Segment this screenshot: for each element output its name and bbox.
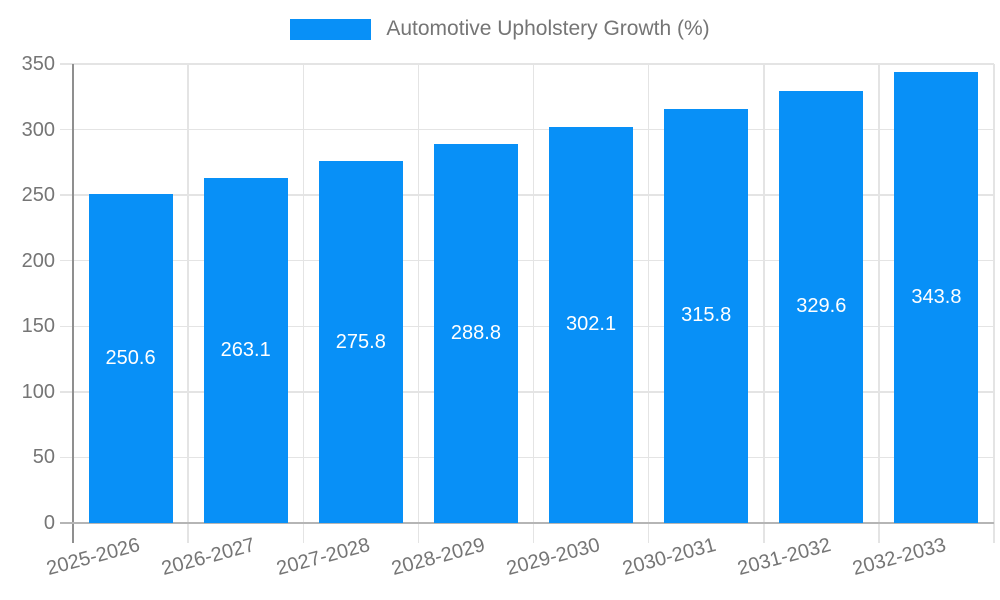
bar-value-label: 288.8 (450, 322, 501, 345)
bar[interactable]: 315.8 (664, 108, 749, 523)
x-tick-wrap: 2032-2033 (682, 534, 948, 580)
gridline-horizontal (60, 194, 994, 196)
y-tick-label: 350 (21, 53, 55, 75)
gridline-vertical (647, 64, 650, 523)
gridline-vertical (417, 64, 420, 523)
gridline-vertical (302, 64, 304, 523)
x-axis-line (60, 522, 994, 524)
bar[interactable]: 302.1 (549, 126, 634, 523)
y-tick-label: 0 (43, 512, 55, 534)
y-tick-label: 150 (21, 315, 55, 338)
gridline-vertical (532, 64, 535, 523)
chart-legend: Automotive Upholstery Growth (%) (0, 17, 1000, 41)
gridline-vertical (878, 64, 880, 523)
bar-value-label: 263.1 (220, 338, 271, 361)
y-tick-label: 50 (32, 446, 55, 469)
gridline-vertical (763, 64, 765, 523)
y-tick-label: 250 (21, 184, 55, 207)
y-axis-line (72, 64, 74, 543)
bar[interactable]: 329.6 (779, 90, 864, 523)
gridline-vertical (993, 64, 995, 523)
bar-value-label: 250.6 (105, 347, 156, 370)
bar[interactable]: 288.8 (433, 144, 518, 523)
bar[interactable]: 275.8 (318, 161, 403, 523)
bar-value-label: 343.8 (911, 286, 962, 309)
gridline-horizontal (60, 63, 994, 65)
gridline-horizontal (60, 391, 994, 393)
y-tick-label: 200 (21, 249, 55, 272)
bar[interactable]: 263.1 (203, 177, 288, 523)
x-axis-tick (532, 523, 535, 543)
bar-value-label: 275.8 (335, 330, 386, 353)
gridline-horizontal (60, 259, 994, 262)
x-axis-tick (647, 523, 650, 543)
bar-value-label: 329.6 (796, 295, 847, 318)
gridline-horizontal (60, 456, 994, 459)
legend-swatch-icon (290, 18, 372, 40)
x-axis-tick (417, 523, 420, 543)
gridline-horizontal (60, 128, 994, 131)
bar-value-label: 302.1 (566, 313, 617, 336)
bar-value-label: 315.8 (681, 304, 732, 327)
bar[interactable]: 250.6 (88, 194, 173, 523)
x-tick-label: 2032-2033 (850, 534, 949, 581)
x-axis-tick (993, 523, 995, 543)
bar[interactable]: 343.8 (894, 72, 979, 523)
x-axis-tick (187, 523, 189, 543)
gridline-vertical (187, 64, 189, 523)
x-axis-tick (878, 523, 880, 543)
y-tick-label: 300 (21, 118, 55, 141)
legend-label: Automotive Upholstery Growth (%) (386, 17, 710, 40)
y-tick-label: 100 (21, 380, 55, 403)
legend-item[interactable]: Automotive Upholstery Growth (%) (290, 17, 710, 41)
gridline-horizontal (60, 325, 994, 328)
x-axis-tick (302, 523, 304, 543)
x-axis-tick (763, 523, 765, 543)
